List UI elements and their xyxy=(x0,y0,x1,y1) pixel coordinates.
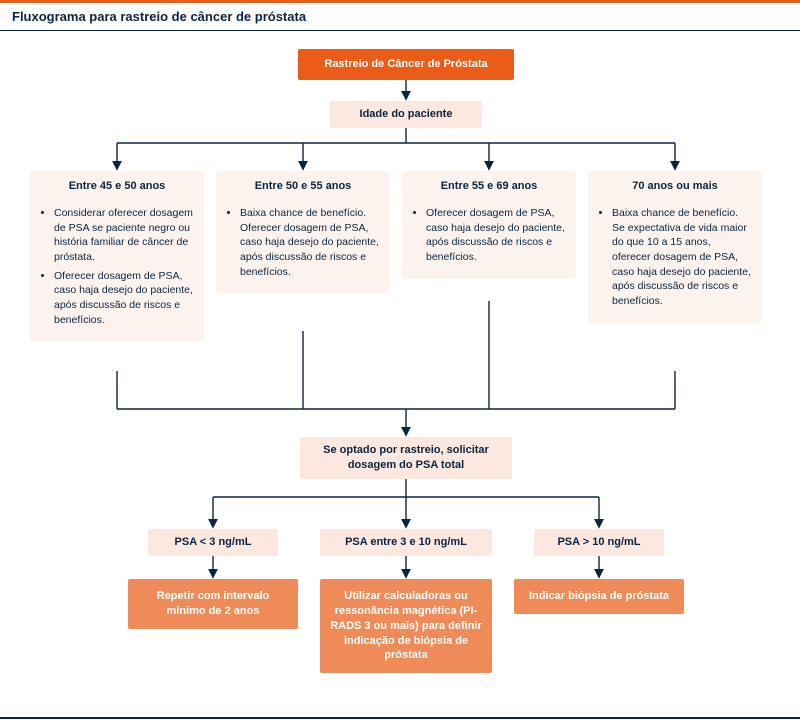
header-bar: Fluxograma para rastreio de câncer de pr… xyxy=(0,0,800,31)
age-group-item: Considerar oferecer dosagem de PSA se pa… xyxy=(54,206,194,265)
age-group-item: Baixa chance de benefício. Oferecer dosa… xyxy=(240,206,380,279)
node-start: Rastreio de Câncer de Próstata xyxy=(298,49,514,80)
age-group-body: Baixa chance de benefício. Oferecer dosa… xyxy=(216,202,390,293)
node-age: Idade do paciente xyxy=(330,101,482,128)
psa-range-0: PSA < 3 ng/mL xyxy=(148,529,278,556)
age-group-title: Entre 50 e 55 anos xyxy=(216,171,390,202)
action-2: Indicar biópsia de próstata xyxy=(514,579,684,614)
psa-range-2: PSA > 10 ng/mL xyxy=(534,529,664,556)
age-group-title: 70 anos ou mais xyxy=(588,171,762,202)
flowchart-canvas: Rastreio de Câncer de Próstata Idade do … xyxy=(0,31,800,719)
age-group-body: Baixa chance de benefício. Se expectativ… xyxy=(588,202,762,323)
age-group-1: Entre 50 e 55 anos Baixa chance de benef… xyxy=(216,171,390,293)
node-psa-request: Se optado por rastreio, solicitar dosage… xyxy=(300,437,512,479)
page-title: Fluxograma para rastreio de câncer de pr… xyxy=(12,9,788,24)
age-group-item: Oferecer dosagem de PSA, caso haja desej… xyxy=(426,206,566,265)
action-0: Repetir com intervalo mínimo de 2 anos xyxy=(128,579,298,629)
age-group-title: Entre 45 e 50 anos xyxy=(30,171,204,202)
age-group-body: Oferecer dosagem de PSA, caso haja desej… xyxy=(402,202,576,279)
psa-range-1: PSA entre 3 e 10 ng/mL xyxy=(320,529,492,556)
age-group-item: Baixa chance de benefício. Se expectativ… xyxy=(612,206,752,309)
age-group-body: Considerar oferecer dosagem de PSA se pa… xyxy=(30,202,204,342)
age-group-3: 70 anos ou mais Baixa chance de benefíci… xyxy=(588,171,762,323)
age-group-0: Entre 45 e 50 anos Considerar oferecer d… xyxy=(30,171,204,341)
age-group-2: Entre 55 e 69 anos Oferecer dosagem de P… xyxy=(402,171,576,279)
age-group-item: Oferecer dosagem de PSA, caso haja desej… xyxy=(54,269,194,328)
age-group-title: Entre 55 e 69 anos xyxy=(402,171,576,202)
action-1: Utilizar calculadoras ou ressonância mag… xyxy=(320,579,492,673)
